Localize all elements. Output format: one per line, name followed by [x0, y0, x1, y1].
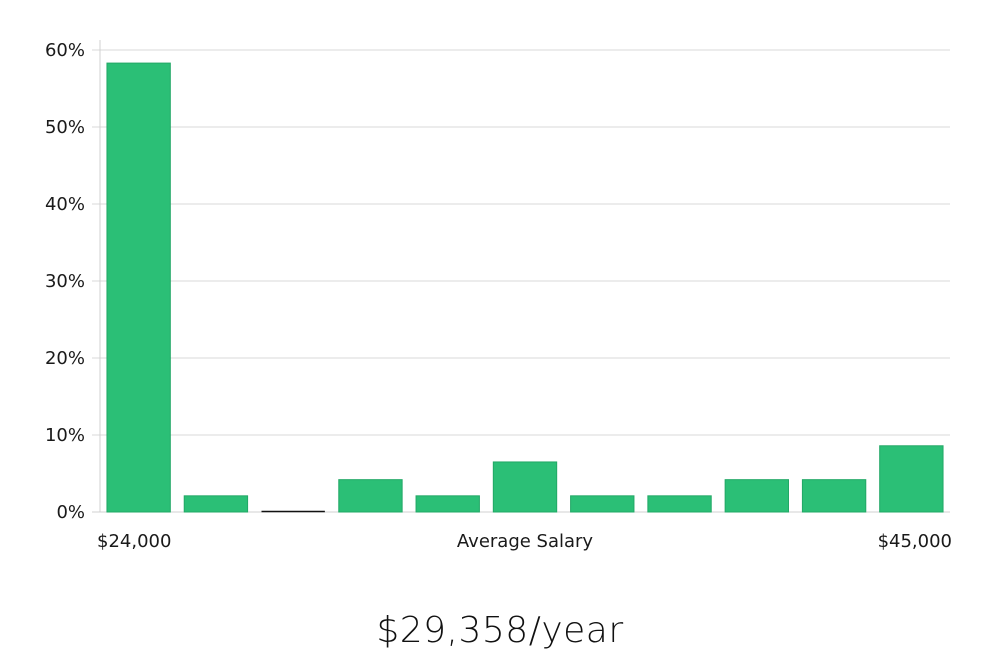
- x-min-label: $24,000: [97, 531, 171, 552]
- histogram-bar[interactable]: [338, 479, 403, 513]
- y-tick-label: 20%: [45, 348, 85, 369]
- x-max-label: $45,000: [878, 531, 952, 552]
- x-axis-title: Average Salary: [457, 531, 594, 552]
- histogram-bar[interactable]: [647, 495, 712, 513]
- histogram-bar[interactable]: [183, 495, 249, 513]
- histogram-bar[interactable]: [492, 461, 558, 513]
- histogram-bar[interactable]: [570, 495, 635, 513]
- y-tick-label: 10%: [45, 425, 85, 446]
- y-tick-label: 60%: [45, 40, 85, 61]
- histogram-bar[interactable]: [415, 495, 480, 513]
- histogram-svg: 0% 10% 20% 30% 40% 50% 60% $24,000 Average Salar…: [45, 40, 952, 552]
- average-salary-summary: $29,358/year: [376, 610, 624, 651]
- histogram-bar[interactable]: [801, 479, 867, 513]
- histogram-bar[interactable]: [106, 62, 171, 513]
- histogram-bar[interactable]: [879, 445, 944, 513]
- histogram-bar[interactable]: [724, 479, 789, 513]
- y-tick-label: 0%: [56, 502, 85, 523]
- y-tick-label: 30%: [45, 271, 85, 292]
- y-tick-label: 50%: [45, 117, 85, 138]
- y-tick-label: 40%: [45, 194, 85, 215]
